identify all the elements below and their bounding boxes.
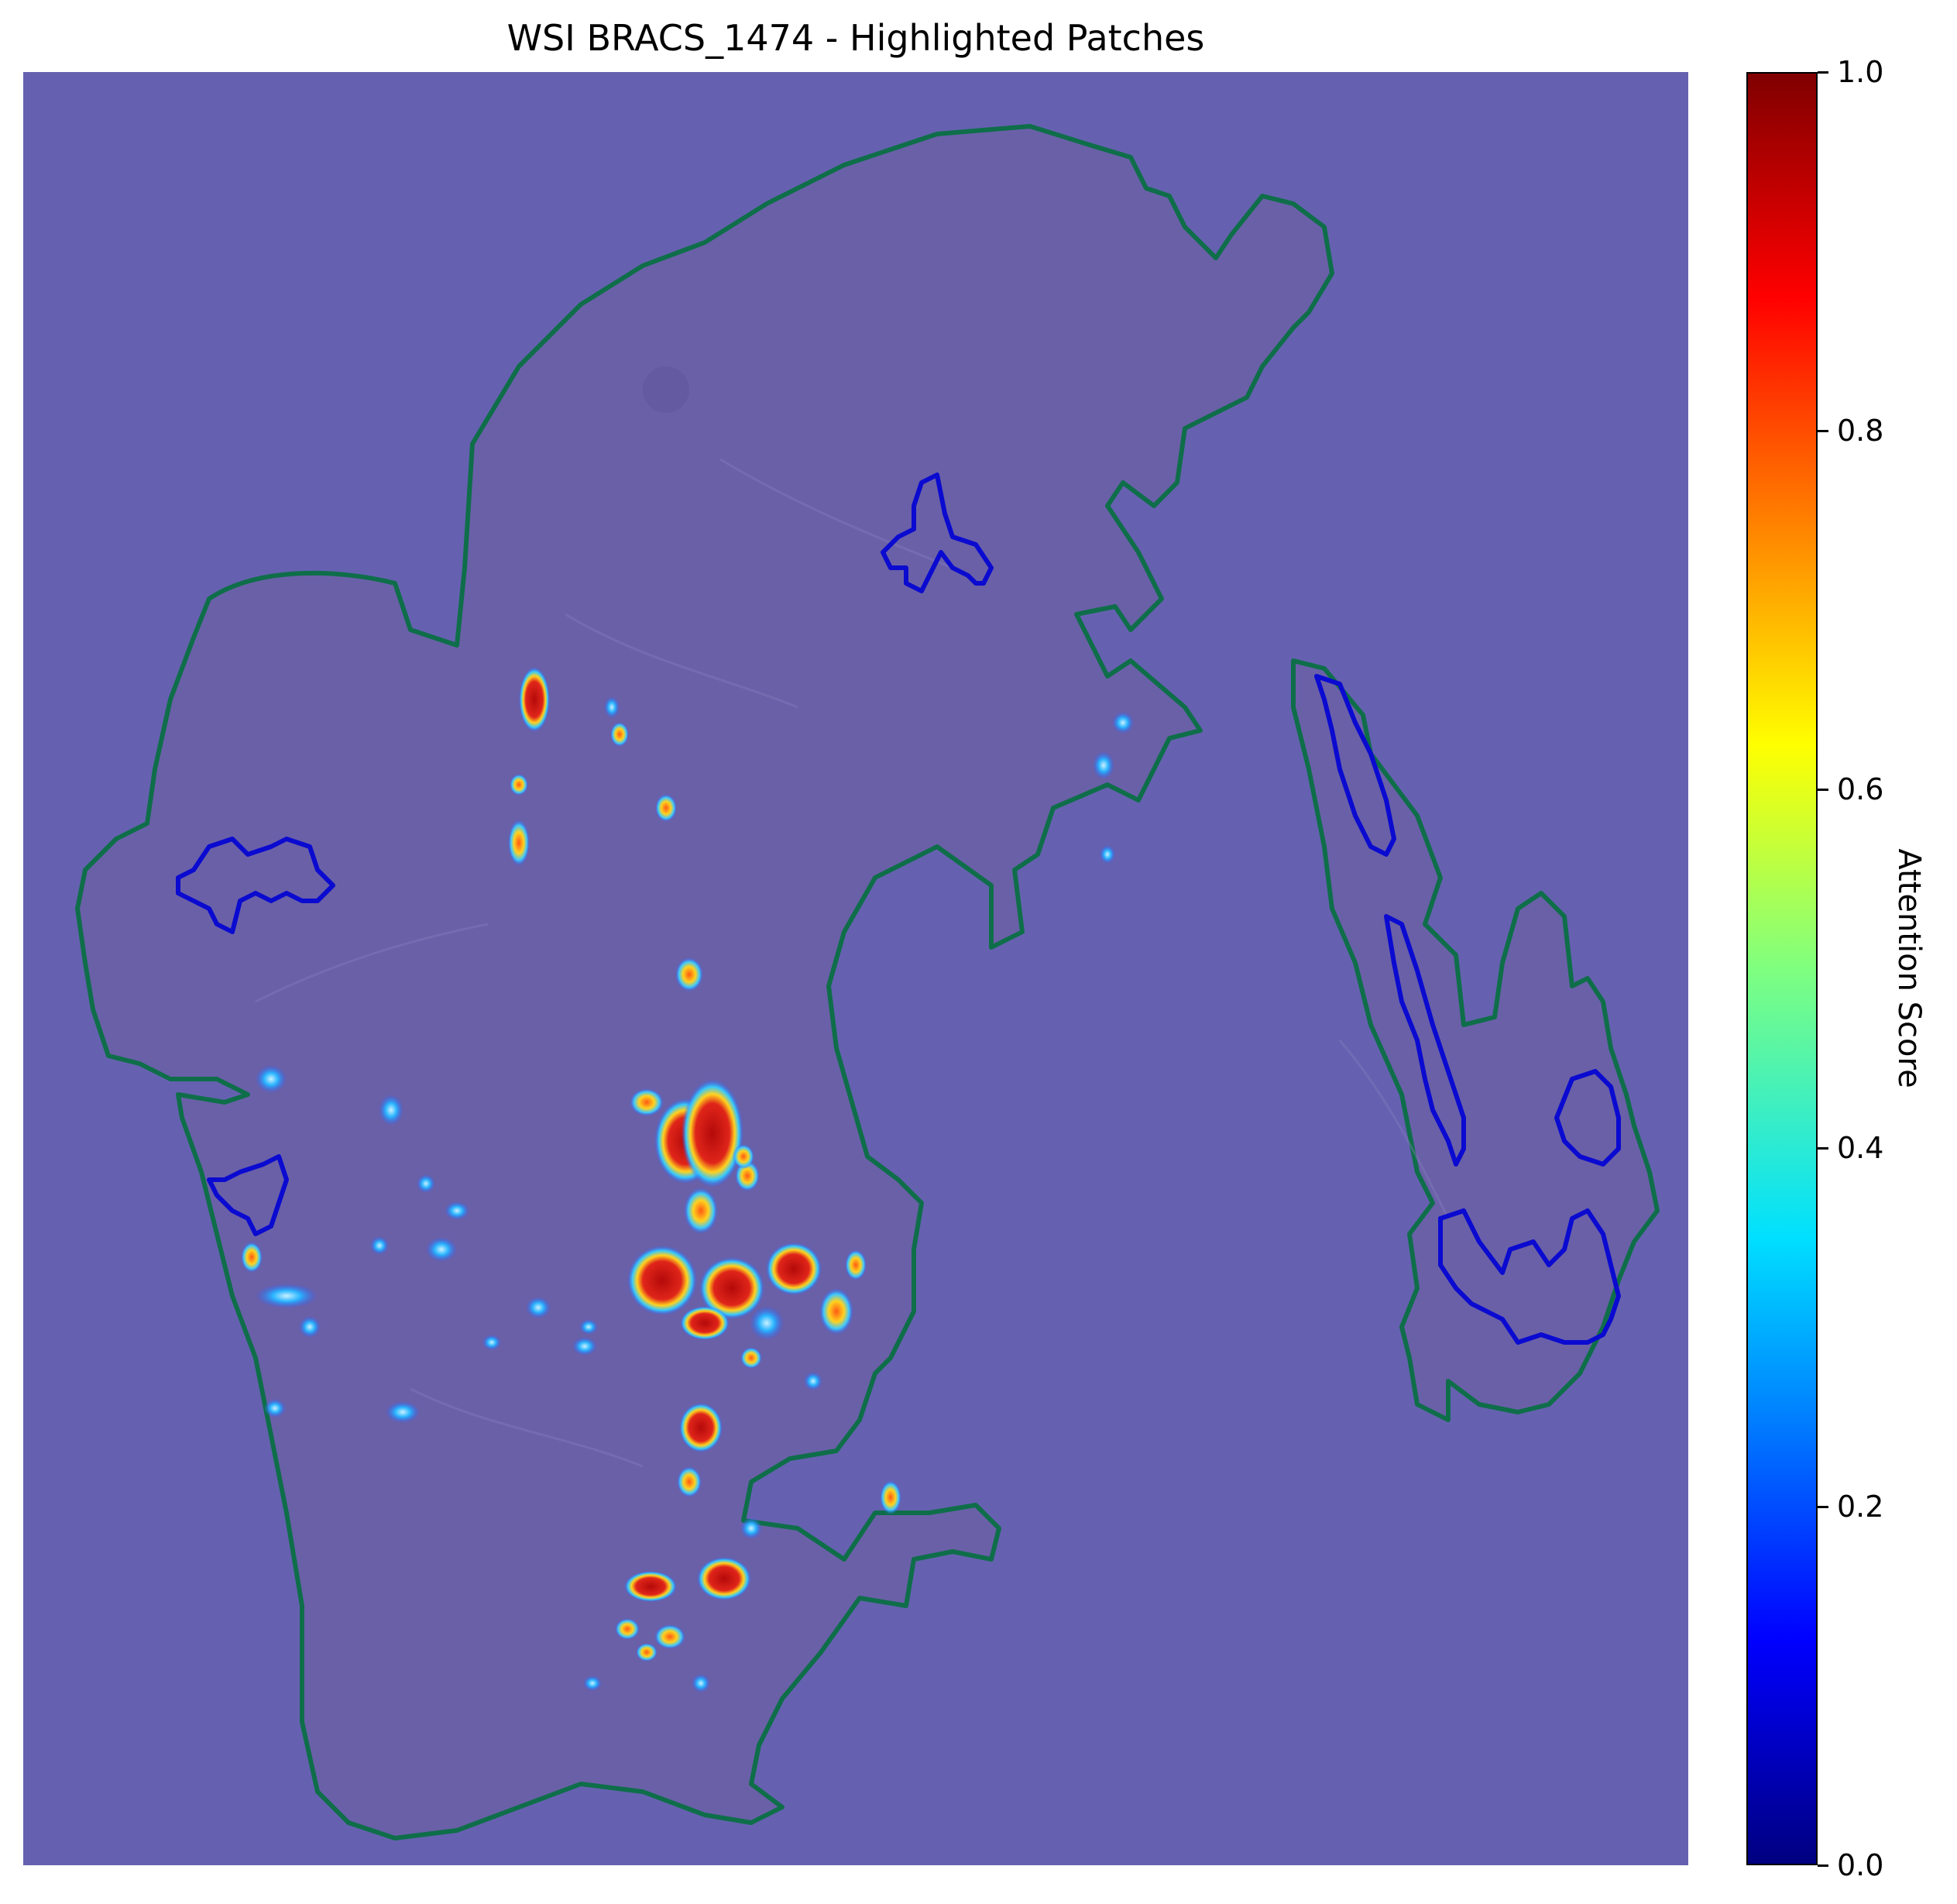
hotspot — [579, 1319, 598, 1335]
annotation-region-2 — [176, 837, 335, 934]
hotspot — [733, 1144, 754, 1169]
wsi-overlay-svg — [75, 124, 1660, 1840]
hotspot — [880, 1480, 901, 1514]
hotspot — [610, 722, 629, 747]
hotspot — [604, 696, 620, 718]
colorbar-tick — [1818, 1146, 1828, 1150]
colorbar-tick — [1818, 429, 1828, 432]
hotspot — [624, 1571, 677, 1602]
hotspot — [845, 1249, 867, 1280]
hotspot — [1093, 751, 1114, 779]
annotation-region-7 — [1554, 1069, 1621, 1167]
hotspot — [655, 794, 677, 822]
hotspot — [697, 1557, 751, 1600]
colorbar-tick-label: 0.6 — [1837, 772, 1884, 806]
tissue-texture — [255, 366, 1450, 1468]
tissue-region-right — [1291, 658, 1660, 1422]
colorbar-axis-label: Attention Score — [1891, 848, 1927, 1088]
annotation-region-4 — [1314, 674, 1396, 857]
hotspot — [766, 1242, 822, 1295]
annotation-outlines — [176, 473, 1621, 1345]
colorbar-tick-label: 0.0 — [1837, 1848, 1884, 1882]
hotspot — [654, 1624, 685, 1649]
hotspot — [682, 1079, 743, 1187]
hotspot — [740, 1347, 762, 1369]
hotspot — [615, 1618, 640, 1640]
colorbar-tick-label: 0.2 — [1837, 1490, 1884, 1524]
annotation-region-6 — [1438, 1208, 1621, 1345]
hotspot — [370, 1236, 389, 1255]
hotspot — [675, 957, 703, 992]
hotspot — [426, 1237, 457, 1262]
hotspot — [750, 1306, 784, 1340]
hotspot — [526, 1297, 551, 1318]
hotspot — [417, 1174, 435, 1193]
hotspot — [677, 1466, 702, 1497]
hotspot — [510, 774, 528, 796]
colorbar-tick — [1818, 1505, 1828, 1508]
hotspot — [1100, 845, 1115, 864]
wsi-image-panel — [23, 72, 1688, 1865]
hotspot — [482, 1335, 501, 1350]
attention-hotspots — [241, 667, 1134, 1693]
hotspot — [508, 820, 530, 866]
hotspot — [819, 1288, 853, 1335]
hotspot — [241, 1242, 263, 1273]
hotspot — [740, 1517, 762, 1539]
hotspot — [692, 1674, 710, 1693]
hotspot — [627, 1246, 697, 1315]
hotspot — [680, 1306, 730, 1340]
hotspot — [386, 1401, 420, 1423]
colorbar-tick — [1818, 1864, 1828, 1867]
hotspot — [299, 1316, 321, 1338]
colorbar-tick-label: 0.8 — [1837, 414, 1884, 448]
hotspot — [379, 1095, 403, 1126]
figure-title: WSI BRACS_1474 - Highlighted Patches — [506, 17, 1205, 59]
colorbar-tick-label: 1.0 — [1837, 55, 1884, 89]
annotation-region-5 — [1384, 914, 1466, 1167]
hotspot — [264, 1399, 286, 1418]
hotspot — [804, 1372, 822, 1390]
annotation-region-1 — [881, 473, 994, 593]
hotspot — [256, 1065, 287, 1093]
hotspot — [630, 1088, 664, 1116]
hotspot — [519, 667, 550, 732]
hotspot — [699, 1257, 764, 1319]
colorbar-tick-label: 0.4 — [1837, 1131, 1884, 1165]
hotspot — [583, 1675, 602, 1691]
attention-colorbar — [1746, 72, 1818, 1865]
hotspot — [445, 1201, 469, 1220]
hotspot — [1112, 712, 1134, 734]
annotation-region-3 — [207, 1154, 289, 1236]
colorbar-tick — [1818, 70, 1828, 74]
hotspot — [256, 1284, 318, 1308]
hotspot — [572, 1337, 597, 1356]
hotspot — [679, 1403, 723, 1452]
hotspot — [636, 1643, 657, 1662]
hotspot — [684, 1187, 718, 1234]
colorbar-tick — [1818, 788, 1828, 791]
